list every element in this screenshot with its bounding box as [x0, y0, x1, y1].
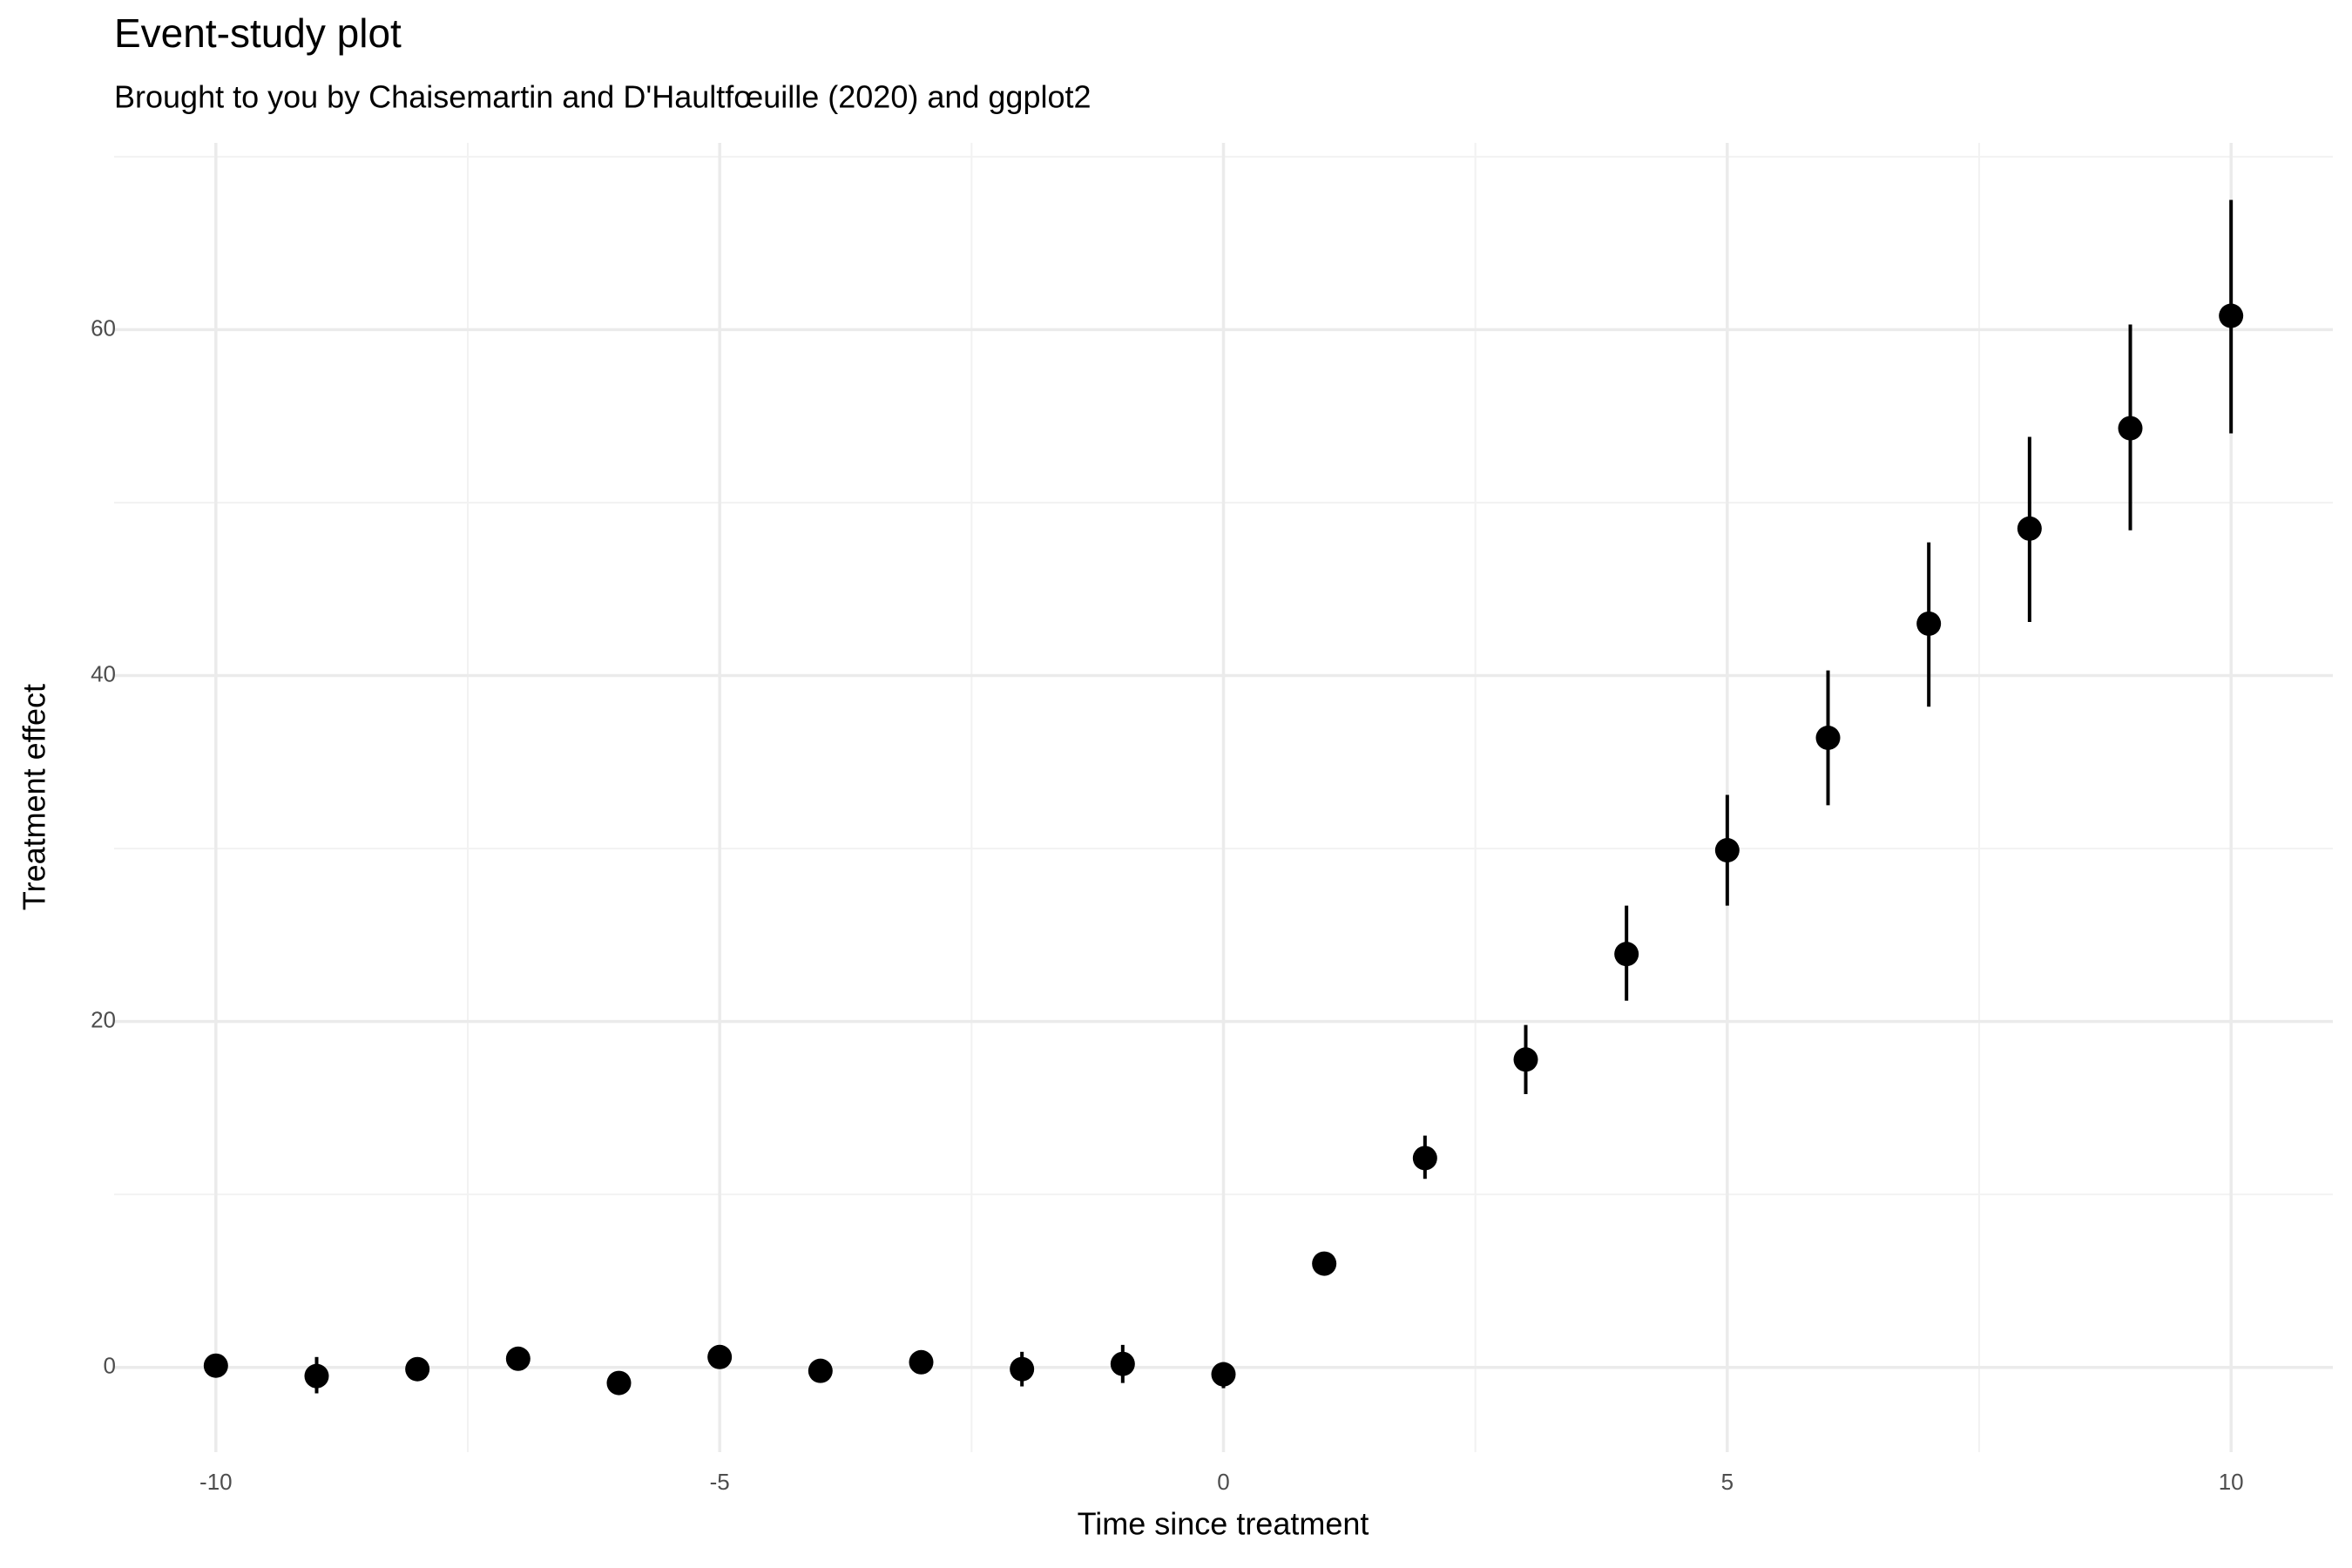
y-tick-label: 20: [91, 1006, 116, 1032]
y-tick-label: 40: [91, 660, 116, 686]
point: [1513, 1047, 1538, 1072]
point: [1614, 942, 1639, 967]
point: [1110, 1351, 1135, 1376]
x-tick-label: 10: [2219, 1469, 2244, 1495]
point: [606, 1370, 632, 1396]
x-tick-label: 5: [1721, 1469, 1734, 1495]
x-tick-label: 0: [1217, 1469, 1229, 1495]
point: [1412, 1146, 1437, 1171]
x-tick-label: -5: [710, 1469, 730, 1495]
x-axis-title: Time since treatment: [1078, 1506, 1369, 1542]
y-axis-title: Treatment effect: [17, 684, 52, 910]
point: [1815, 726, 1841, 751]
point: [505, 1346, 531, 1371]
point: [1916, 611, 1942, 636]
point: [707, 1344, 733, 1369]
point: [2219, 303, 2244, 328]
point: [304, 1363, 329, 1389]
point: [203, 1353, 228, 1378]
point: [2118, 416, 2143, 441]
point: [1312, 1251, 1337, 1276]
chart-subtitle: Brought to you by Chaisemartin and D'Hau…: [114, 79, 1092, 115]
point: [1211, 1362, 1236, 1387]
chart-title: Event-study plot: [114, 10, 402, 56]
x-tick-label: -10: [199, 1469, 233, 1495]
point: [405, 1356, 430, 1382]
point: [1714, 838, 1740, 863]
point: [808, 1358, 833, 1383]
point: [1010, 1356, 1035, 1382]
point: [2017, 516, 2042, 541]
point: [909, 1349, 934, 1375]
y-tick-label: 60: [91, 314, 116, 341]
y-tick-label: 0: [104, 1353, 116, 1379]
